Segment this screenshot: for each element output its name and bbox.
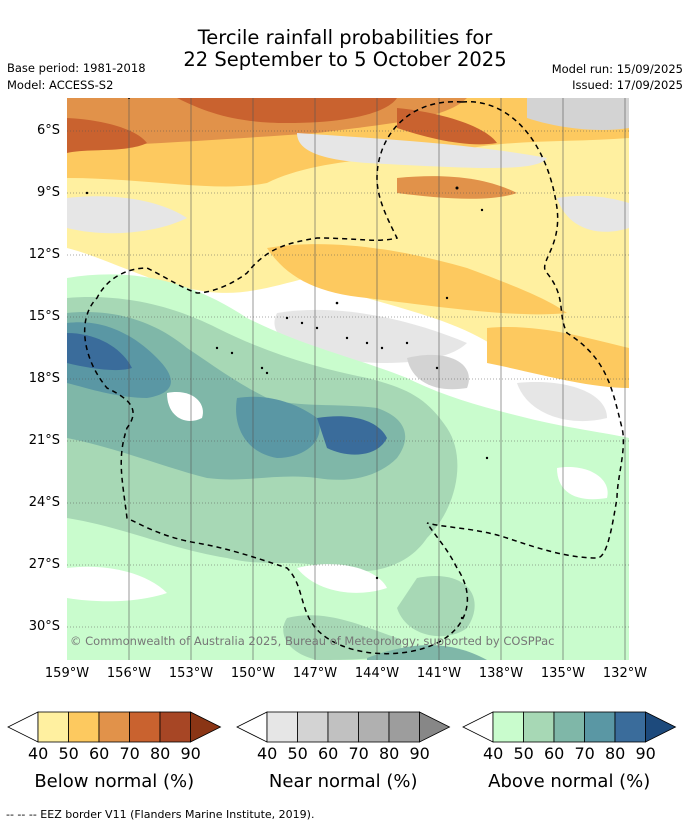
legend-color-box xyxy=(266,711,298,743)
legend-color-box xyxy=(98,711,130,743)
near-normal-region xyxy=(517,382,607,422)
lat-label: 21°S xyxy=(28,433,60,448)
no-dominant-region xyxy=(297,564,387,593)
legend-color-box xyxy=(523,711,555,743)
lat-label: 18°S xyxy=(28,371,60,386)
above-normal-region xyxy=(283,615,402,660)
legend-tick-label: 90 xyxy=(180,744,201,763)
base-period: Base period: 1981-2018 xyxy=(7,61,146,75)
below-normal-region xyxy=(267,244,567,315)
eez-border xyxy=(426,101,625,559)
legend-tick-label: 70 xyxy=(119,744,140,763)
legend-tick-label: 60 xyxy=(544,744,565,763)
above-normal-region xyxy=(397,576,475,637)
legend-color-box xyxy=(129,711,161,743)
below-normal-region xyxy=(67,118,147,153)
above-normal-region xyxy=(67,333,132,371)
near-normal-region xyxy=(527,98,629,130)
lat-label: 9°S xyxy=(36,185,60,200)
legend-tick-label: 50 xyxy=(513,744,534,763)
map-gridlines xyxy=(128,98,626,660)
legend-high-arrow xyxy=(419,711,451,743)
no-dominant-region xyxy=(167,392,203,421)
legend-low-arrow xyxy=(7,711,39,743)
legend-tick-label: 90 xyxy=(635,744,656,763)
above-normal-region xyxy=(236,396,320,458)
model-run: Model run: 15/09/2025 xyxy=(551,62,683,76)
legend-tick-label: 60 xyxy=(318,744,339,763)
legend-high-arrow xyxy=(190,711,222,743)
lon-label: 153°W xyxy=(168,666,214,681)
legend-color-box xyxy=(553,711,585,743)
rainfall-map xyxy=(67,98,629,660)
eez-footnote: -- -- -- EEZ border V11 (Flanders Marine… xyxy=(6,808,315,821)
map-gridlines xyxy=(67,130,629,628)
legend-color-box xyxy=(358,711,390,743)
lon-label: 159°W xyxy=(44,666,90,681)
legend-title: Above normal (%) xyxy=(488,771,651,792)
lon-label: 132°W xyxy=(602,666,648,681)
legend-low-arrow xyxy=(462,711,494,743)
legend-color-box xyxy=(614,711,646,743)
eez-border xyxy=(84,101,469,655)
below-normal-region xyxy=(397,108,497,145)
legend-tick-label: 70 xyxy=(574,744,595,763)
lon-label: 141°W xyxy=(416,666,462,681)
legend-tick-label: 40 xyxy=(28,744,49,763)
legend-tick-label: 70 xyxy=(348,744,369,763)
legend-tick-label: 80 xyxy=(150,744,171,763)
lat-label: 12°S xyxy=(28,247,60,262)
legend-color-box xyxy=(492,711,524,743)
legend-tick-label: 90 xyxy=(409,744,430,763)
lon-label: 147°W xyxy=(292,666,338,681)
lon-label: 138°W xyxy=(478,666,524,681)
below-normal-region xyxy=(487,327,629,388)
legend-high-arrow xyxy=(645,711,677,743)
lat-label: 6°S xyxy=(36,123,60,138)
legend-title: Near normal (%) xyxy=(268,771,418,792)
title-line-1: Tercile rainfall probabilities for xyxy=(197,26,493,49)
below-normal-region xyxy=(177,98,397,123)
no-dominant-region xyxy=(557,467,608,500)
copyright-credit: © Commonwealth of Australia 2025, Bureau… xyxy=(70,634,555,648)
near-normal-region xyxy=(297,133,547,168)
lon-label: 156°W xyxy=(106,666,152,681)
legend-color-box xyxy=(327,711,359,743)
legend-tick-label: 40 xyxy=(257,744,278,763)
legend-tick-label: 50 xyxy=(287,744,308,763)
legend-color-box xyxy=(584,711,616,743)
legend-color-box xyxy=(68,711,100,743)
islands xyxy=(85,98,489,620)
legend-low-arrow xyxy=(236,711,268,743)
lon-label: 150°W xyxy=(230,666,276,681)
near-normal-region xyxy=(407,354,469,390)
legend-color-box xyxy=(297,711,329,743)
lat-label: 24°S xyxy=(28,495,60,510)
legend-color-box xyxy=(388,711,420,743)
lat-label: 30°S xyxy=(28,619,60,634)
above-normal-region xyxy=(317,416,387,455)
near-normal-region xyxy=(557,195,629,232)
lat-label: 15°S xyxy=(28,309,60,324)
legend-color-box xyxy=(159,711,191,743)
legend-title: Below normal (%) xyxy=(34,771,195,792)
legend-tick-label: 50 xyxy=(58,744,79,763)
model-name: Model: ACCESS-S2 xyxy=(7,78,114,92)
legend-tick-label: 80 xyxy=(379,744,400,763)
lon-label: 135°W xyxy=(540,666,586,681)
lon-label: 144°W xyxy=(354,666,400,681)
no-dominant-region xyxy=(67,566,167,602)
above-normal-region xyxy=(367,645,487,660)
legend-colorbars xyxy=(7,711,677,743)
legend-color-box xyxy=(37,711,69,743)
issued-date: Issued: 17/09/2025 xyxy=(572,78,683,92)
title-line-2: 22 September to 5 October 2025 xyxy=(183,48,507,71)
lat-label: 27°S xyxy=(28,557,60,572)
legend-tick-label: 60 xyxy=(89,744,110,763)
near-normal-region xyxy=(67,196,187,234)
legend-tick-label: 80 xyxy=(605,744,626,763)
legend-tick-label: 40 xyxy=(483,744,504,763)
